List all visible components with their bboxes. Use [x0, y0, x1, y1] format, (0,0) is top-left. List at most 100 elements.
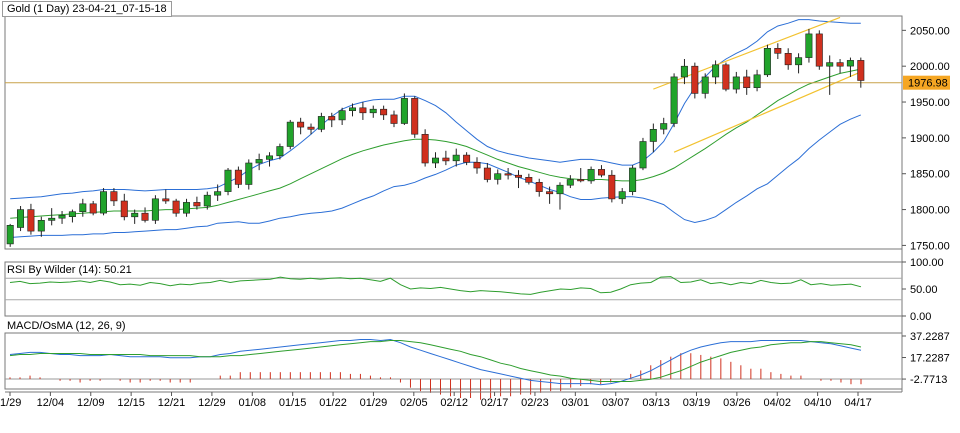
candle — [504, 167, 512, 180]
x-tick-label: 01/29 — [360, 397, 388, 409]
x-tick-label: 02/17 — [481, 397, 509, 409]
candle — [27, 203, 35, 235]
candle-body — [110, 191, 118, 202]
candle — [483, 162, 491, 183]
candle — [172, 198, 180, 217]
current-price-tag — [903, 75, 950, 90]
candle-body — [431, 157, 439, 164]
candle — [514, 170, 522, 189]
candle-body — [732, 76, 740, 90]
candle — [597, 165, 605, 178]
candle — [328, 112, 336, 128]
candle-body — [224, 169, 232, 192]
rsi-tick-label: 0.00 — [910, 311, 931, 323]
candle-body — [421, 134, 429, 164]
candle-body — [795, 57, 803, 66]
candle — [546, 186, 554, 204]
candle-body — [639, 141, 647, 169]
macd-line — [9, 338, 862, 386]
candle — [618, 188, 626, 204]
candle-body — [131, 212, 139, 218]
candle — [525, 173, 533, 185]
candle — [670, 73, 678, 128]
candle — [566, 175, 574, 189]
candle — [774, 43, 782, 60]
candle-body — [6, 225, 14, 245]
candle-body — [442, 157, 450, 162]
candle-body — [183, 202, 191, 214]
candle-body — [214, 191, 222, 196]
candle-body — [608, 174, 616, 200]
candle-body — [763, 47, 771, 76]
bollinger-lower-line — [10, 114, 861, 238]
candle — [701, 73, 709, 99]
candle — [297, 117, 305, 135]
candle-body — [411, 98, 419, 135]
candle-body — [670, 76, 678, 124]
candle-body — [680, 65, 688, 78]
candle-body — [68, 211, 76, 217]
candle — [608, 170, 616, 203]
candle-body — [400, 98, 408, 124]
candle — [691, 62, 699, 99]
candle-body — [359, 107, 367, 114]
current-price-label: 1976.98 — [908, 78, 948, 90]
candle-body — [587, 169, 595, 182]
candle — [857, 57, 865, 88]
candle-body — [784, 52, 792, 66]
candle — [234, 166, 242, 189]
chart-title: Gold (1 Day) 23-04-21_07-15-18 — [2, 1, 172, 17]
candle-body — [193, 202, 201, 207]
rsi-line — [9, 276, 862, 295]
price-tick-label: 2050.00 — [910, 25, 950, 37]
candle — [317, 112, 325, 133]
candle — [245, 159, 253, 190]
candle-body — [27, 209, 35, 232]
candle-body — [151, 198, 159, 221]
candle — [255, 153, 263, 171]
price-plot-group — [5, 16, 902, 247]
candle-body — [37, 220, 45, 232]
x-tick-label: 12/15 — [117, 397, 145, 409]
candle — [193, 196, 201, 210]
candle-body — [328, 116, 336, 121]
candle — [577, 167, 585, 183]
candle — [79, 198, 87, 217]
candle — [37, 216, 45, 237]
x-tick-label: 12/04 — [37, 397, 65, 409]
candle — [712, 60, 720, 85]
x-tick-label: 04/10 — [804, 397, 832, 409]
candle-body — [556, 184, 564, 195]
candle-body — [546, 191, 554, 195]
x-tick-label: 03/19 — [683, 397, 711, 409]
price-tick-label: 1850.00 — [910, 169, 950, 181]
candle-body — [48, 217, 56, 221]
candle — [442, 150, 450, 166]
candle-body — [774, 47, 782, 54]
candle-body — [317, 116, 325, 130]
candle-body — [141, 212, 149, 221]
candle-body — [380, 108, 388, 116]
candle — [359, 102, 367, 120]
candle — [224, 167, 232, 196]
candle — [131, 209, 139, 224]
x-tick-label: 1/29 — [0, 397, 21, 409]
x-tick-label: 01/22 — [319, 397, 347, 409]
candle-body — [348, 107, 356, 112]
candle-body — [629, 167, 637, 193]
candle — [338, 107, 346, 125]
signal-line — [9, 340, 862, 382]
candle-body — [504, 173, 512, 176]
candle — [535, 178, 543, 197]
candle-body — [234, 169, 242, 185]
candle-body — [691, 65, 699, 94]
candle — [16, 205, 24, 232]
candle — [753, 69, 761, 92]
candle — [348, 103, 356, 117]
candle — [494, 169, 502, 185]
candle — [805, 28, 813, 63]
candle — [836, 59, 844, 74]
candle — [556, 182, 564, 210]
